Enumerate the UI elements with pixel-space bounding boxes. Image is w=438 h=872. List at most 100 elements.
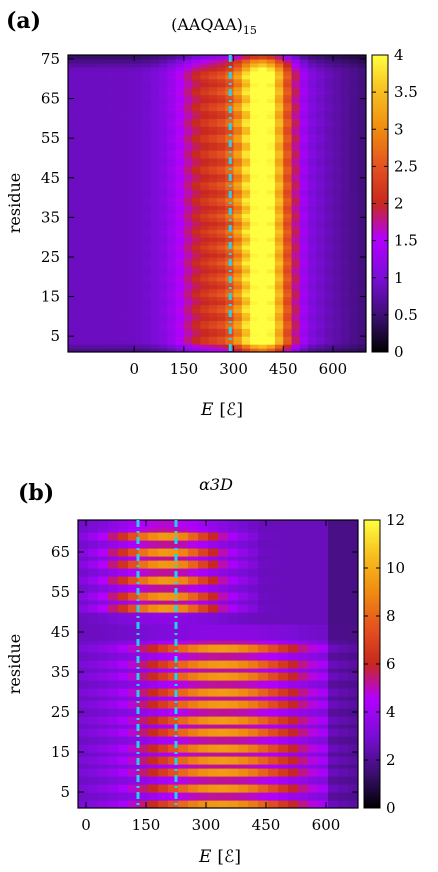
heatmap-cell <box>198 792 209 797</box>
heatmap-cell <box>84 312 94 317</box>
heatmap-cell <box>250 118 259 123</box>
heatmap-cell <box>159 157 168 163</box>
heatmap-cell <box>198 768 209 773</box>
heatmap-cell <box>228 804 239 808</box>
heatmap-cell <box>266 348 276 352</box>
heatmap-cell <box>108 796 119 801</box>
heatmap-cell <box>142 221 152 226</box>
heatmap-cell <box>332 308 342 313</box>
heatmap-cell <box>168 704 179 709</box>
heatmap-cell <box>217 185 226 191</box>
heatmap-cell <box>283 272 293 278</box>
heatmap-cell <box>208 600 219 605</box>
heatmap-cell <box>338 712 349 717</box>
heatmap-cell <box>250 146 259 151</box>
heatmap-cell <box>278 800 289 805</box>
heatmap-cell <box>266 205 276 211</box>
heatmap-cell <box>208 229 218 234</box>
heatmap-cell <box>349 264 359 270</box>
heatmap-cell <box>188 548 199 553</box>
heatmap-cell <box>78 796 89 801</box>
heatmap-cell <box>258 796 269 801</box>
heatmap-cell <box>198 636 209 641</box>
heatmap-cell <box>109 55 119 60</box>
heatmap-cell <box>168 744 179 749</box>
heatmap-cell <box>108 768 119 773</box>
heatmap-cell <box>248 520 259 525</box>
heatmap-cell <box>117 62 127 68</box>
heatmap-cell <box>274 217 284 222</box>
heatmap-cell <box>167 114 177 119</box>
heatmap-cell <box>198 612 209 617</box>
heatmap-cell <box>183 201 193 207</box>
heatmap-cell <box>241 82 251 88</box>
heatmap-cell <box>158 792 169 797</box>
heatmap-cell <box>192 70 202 76</box>
heatmap-cell <box>134 165 144 171</box>
heatmap-cell <box>178 548 189 553</box>
heatmap-cell <box>84 276 94 282</box>
heatmap-cell <box>338 548 349 553</box>
heatmap-cell <box>88 680 99 685</box>
y-tick-label: 55 <box>51 583 70 601</box>
heatmap-cell <box>125 197 135 203</box>
heatmap-cell <box>258 126 268 131</box>
heatmap-cell <box>178 780 189 785</box>
heatmap-cell <box>341 193 351 199</box>
heatmap-cell <box>128 536 139 541</box>
heatmap-cell <box>233 308 243 313</box>
heatmap-cell <box>138 536 149 541</box>
heatmap-cell <box>142 189 152 195</box>
heatmap-cell <box>150 165 160 171</box>
heatmap-cell <box>148 756 159 761</box>
heatmap-cell <box>125 253 135 258</box>
heatmap-cell <box>150 276 160 282</box>
heatmap-cell <box>338 768 349 773</box>
heatmap-cell <box>198 624 209 629</box>
heatmap-cell <box>188 520 199 525</box>
heatmap-cell <box>78 584 89 589</box>
heatmap-cell <box>98 576 109 581</box>
heatmap-cell <box>200 78 210 84</box>
heatmap-cell <box>348 756 358 761</box>
heatmap-cell <box>208 792 219 797</box>
heatmap-cell <box>118 780 129 785</box>
heatmap-cell <box>332 122 342 127</box>
heatmap-cell <box>308 612 319 617</box>
heatmap-cell <box>178 772 189 777</box>
heatmap-cell <box>278 788 289 793</box>
heatmap-cell <box>288 528 299 533</box>
heatmap-cell <box>78 544 89 549</box>
heatmap-cell <box>78 596 89 601</box>
panel-a-frame <box>67 54 367 353</box>
heatmap-cell <box>274 201 284 207</box>
heatmap-cell <box>101 272 110 278</box>
heatmap-cell <box>84 150 94 155</box>
heatmap-cell <box>357 185 366 191</box>
heatmap-cell <box>78 548 89 553</box>
heatmap-cell <box>142 138 152 143</box>
heatmap-cell <box>316 94 326 100</box>
heatmap-cell <box>338 640 349 645</box>
heatmap-cell <box>288 744 299 749</box>
heatmap-cell <box>192 130 202 135</box>
heatmap-cell <box>278 776 289 781</box>
heatmap-cell <box>217 78 226 84</box>
heatmap-cell <box>168 632 179 637</box>
heatmap-cell <box>208 249 218 254</box>
heatmap-cell <box>357 150 366 155</box>
heatmap-cell <box>288 688 299 693</box>
heatmap-cell <box>258 272 268 278</box>
heatmap-cell <box>208 241 218 246</box>
heatmap-cell <box>200 229 210 234</box>
heatmap-cell <box>308 604 319 609</box>
heatmap-cell <box>348 628 358 633</box>
heatmap-cell <box>258 556 269 561</box>
heatmap-cell <box>283 264 293 270</box>
heatmap-cell <box>233 161 243 167</box>
heatmap-cell <box>218 700 229 705</box>
heatmap-cell <box>92 209 102 214</box>
heatmap-cell <box>283 256 293 262</box>
heatmap-cell <box>178 684 189 689</box>
heatmap-cell <box>125 264 135 270</box>
